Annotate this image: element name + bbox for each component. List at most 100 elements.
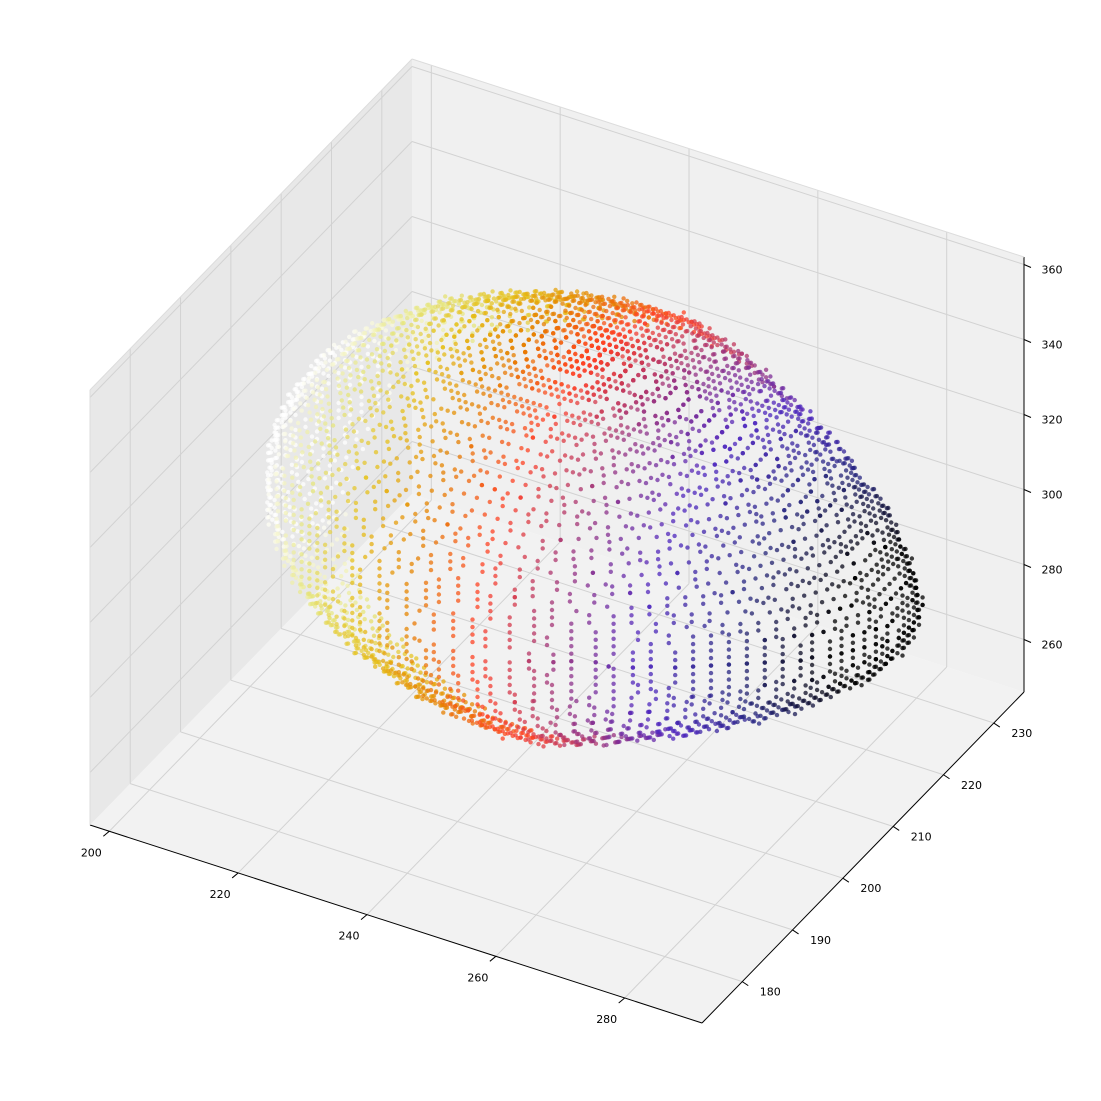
data-point	[667, 356, 673, 361]
data-point	[744, 676, 750, 681]
data-point	[839, 643, 844, 649]
data-point	[370, 626, 375, 631]
data-point	[368, 406, 373, 411]
data-point	[385, 590, 390, 595]
data-point	[648, 342, 653, 348]
data-point	[585, 390, 590, 395]
data-point	[626, 432, 632, 437]
data-point	[589, 548, 594, 553]
data-point	[611, 666, 616, 671]
data-point	[788, 402, 794, 408]
data-point	[602, 301, 608, 306]
data-point	[537, 307, 542, 313]
data-point	[607, 426, 612, 431]
data-point	[421, 543, 426, 548]
data-point	[533, 373, 539, 379]
data-point	[397, 493, 402, 498]
data-point	[873, 657, 879, 662]
data-point	[583, 417, 588, 422]
data-point	[821, 674, 826, 680]
data-point	[690, 426, 695, 431]
data-point	[763, 367, 769, 372]
data-point	[729, 454, 734, 459]
data-point	[308, 459, 313, 464]
y-grid-line	[180, 731, 793, 931]
data-point	[384, 488, 389, 494]
y-tick-label: 230	[1011, 727, 1032, 740]
data-point	[385, 583, 390, 588]
data-point	[735, 456, 740, 461]
data-point	[326, 373, 331, 379]
data-point	[531, 616, 537, 621]
data-point	[361, 525, 366, 530]
data-point	[415, 324, 421, 330]
data-point	[826, 461, 831, 467]
data-point	[825, 435, 830, 440]
data-point	[675, 570, 680, 576]
data-point	[832, 540, 837, 545]
data-point	[586, 356, 591, 361]
data-point	[611, 299, 616, 304]
data-point	[705, 369, 710, 374]
data-point	[885, 525, 890, 530]
data-point	[439, 463, 445, 468]
data-point	[885, 646, 890, 651]
data-point	[610, 591, 615, 597]
data-point	[878, 666, 884, 672]
data-point	[356, 348, 362, 353]
data-point	[531, 683, 537, 689]
data-point	[651, 497, 656, 503]
data-point	[807, 482, 812, 487]
data-point	[814, 620, 820, 625]
data-point	[370, 321, 375, 326]
x-tick	[360, 914, 368, 921]
data-point	[466, 345, 471, 351]
x-tick	[231, 872, 239, 879]
data-point	[650, 730, 655, 735]
data-point	[863, 558, 868, 563]
data-point	[322, 557, 328, 562]
data-point	[648, 686, 653, 692]
data-point	[634, 300, 639, 305]
data-point	[531, 623, 537, 629]
data-point	[902, 566, 907, 571]
data-point	[391, 654, 396, 660]
data-point	[282, 473, 287, 478]
data-point	[625, 481, 631, 487]
data-point	[783, 515, 788, 520]
data-point	[483, 371, 488, 377]
data-point	[567, 591, 573, 597]
data-point	[369, 549, 374, 554]
data-point	[327, 463, 333, 468]
data-point	[565, 737, 571, 743]
data-point	[560, 431, 565, 436]
data-point	[372, 614, 377, 619]
data-point	[505, 324, 511, 329]
data-point	[474, 301, 479, 306]
data-point	[900, 653, 905, 658]
data-point	[900, 593, 905, 598]
data-point	[531, 668, 537, 674]
data-point	[693, 372, 698, 377]
data-point	[708, 693, 714, 698]
data-point	[629, 336, 634, 341]
data-point	[606, 315, 612, 321]
data-point	[859, 578, 864, 583]
data-point	[384, 661, 389, 666]
data-point	[825, 587, 830, 592]
data-point	[761, 600, 766, 606]
data-point	[849, 603, 854, 608]
data-point	[552, 414, 557, 419]
data-point	[809, 655, 815, 660]
data-point	[672, 533, 677, 539]
data-point	[798, 658, 803, 663]
data-point	[357, 382, 362, 387]
data-point	[606, 377, 612, 382]
data-point	[686, 397, 691, 402]
data-point	[799, 556, 804, 561]
data-point	[877, 508, 882, 513]
data-point	[871, 506, 876, 511]
data-point	[724, 459, 729, 464]
data-point	[570, 470, 576, 475]
data-point	[584, 290, 589, 296]
